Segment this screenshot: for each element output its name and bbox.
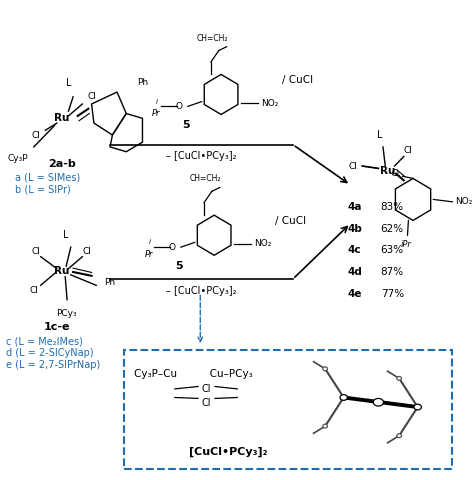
Ellipse shape — [323, 367, 328, 371]
Text: i: i — [155, 98, 157, 105]
Text: Cl: Cl — [82, 247, 91, 256]
Text: / CuCl: / CuCl — [275, 216, 306, 226]
Text: c (L = Me₂IMes): c (L = Me₂IMes) — [6, 336, 83, 346]
Text: Cl: Cl — [348, 162, 357, 170]
Ellipse shape — [414, 404, 421, 410]
Text: b (L = SIPr): b (L = SIPr) — [15, 185, 71, 195]
Ellipse shape — [340, 395, 347, 400]
Text: CH=CH₂: CH=CH₂ — [197, 34, 228, 43]
Text: NO₂: NO₂ — [455, 197, 473, 206]
FancyBboxPatch shape — [124, 350, 452, 469]
Text: Cl: Cl — [201, 398, 211, 408]
Text: 77%: 77% — [381, 289, 404, 300]
Text: Cl: Cl — [201, 384, 211, 394]
Text: Ru: Ru — [380, 166, 395, 176]
Ellipse shape — [373, 398, 383, 406]
Text: Cy₃P–Cu          Cu–PCy₃: Cy₃P–Cu Cu–PCy₃ — [134, 369, 253, 379]
Text: 4d: 4d — [347, 267, 362, 277]
Text: Ph: Ph — [137, 78, 148, 87]
Text: L: L — [376, 130, 382, 140]
Text: L: L — [64, 230, 69, 240]
Text: Cl: Cl — [404, 146, 413, 155]
Text: Cl: Cl — [32, 247, 40, 256]
Text: PCy₃: PCy₃ — [56, 310, 76, 318]
Text: O: O — [168, 243, 175, 252]
Text: 4e: 4e — [347, 289, 362, 300]
Text: i: i — [148, 240, 150, 245]
Text: Cl: Cl — [87, 92, 96, 101]
Text: iPr: iPr — [401, 240, 411, 249]
Text: CH=CH₂: CH=CH₂ — [190, 174, 221, 183]
Text: – [CuCl•PCy₃]₂: – [CuCl•PCy₃]₂ — [166, 286, 237, 296]
Text: 5: 5 — [182, 120, 190, 131]
Text: 4b: 4b — [347, 224, 362, 234]
Text: L: L — [66, 77, 71, 87]
Text: 62%: 62% — [381, 224, 404, 234]
Text: a (L = SIMes): a (L = SIMes) — [15, 173, 81, 183]
Text: Pr: Pr — [152, 109, 161, 118]
Ellipse shape — [397, 376, 401, 380]
Text: Pr: Pr — [145, 250, 154, 259]
Text: 4a: 4a — [347, 202, 362, 212]
Text: 63%: 63% — [381, 245, 404, 255]
Text: Ru: Ru — [54, 266, 69, 276]
Text: NO₂: NO₂ — [254, 240, 272, 248]
Text: 1c-e: 1c-e — [44, 322, 70, 332]
Text: 2a-b: 2a-b — [48, 159, 75, 168]
Ellipse shape — [397, 434, 401, 438]
Text: Cy₃P: Cy₃P — [7, 155, 28, 163]
Text: e (L = 2,7-SIPrNap): e (L = 2,7-SIPrNap) — [6, 360, 100, 370]
Text: 83%: 83% — [381, 202, 404, 212]
Text: NO₂: NO₂ — [261, 98, 278, 108]
Text: d (L = 2-SICyNap): d (L = 2-SICyNap) — [6, 348, 94, 358]
Text: Ph: Ph — [105, 278, 116, 288]
Text: Ru: Ru — [54, 113, 69, 123]
Text: O: O — [391, 168, 398, 178]
Text: [CuCl•PCy₃]₂: [CuCl•PCy₃]₂ — [189, 447, 267, 457]
Text: O: O — [175, 102, 182, 111]
Text: 87%: 87% — [381, 267, 404, 277]
Text: – [CuCl•PCy₃]₂: – [CuCl•PCy₃]₂ — [166, 152, 237, 161]
Text: 4c: 4c — [347, 245, 361, 255]
Text: Cl: Cl — [32, 131, 40, 140]
Text: 5: 5 — [176, 261, 183, 271]
Ellipse shape — [323, 424, 328, 428]
Text: / CuCl: / CuCl — [282, 75, 313, 85]
Text: Cl: Cl — [29, 286, 38, 295]
